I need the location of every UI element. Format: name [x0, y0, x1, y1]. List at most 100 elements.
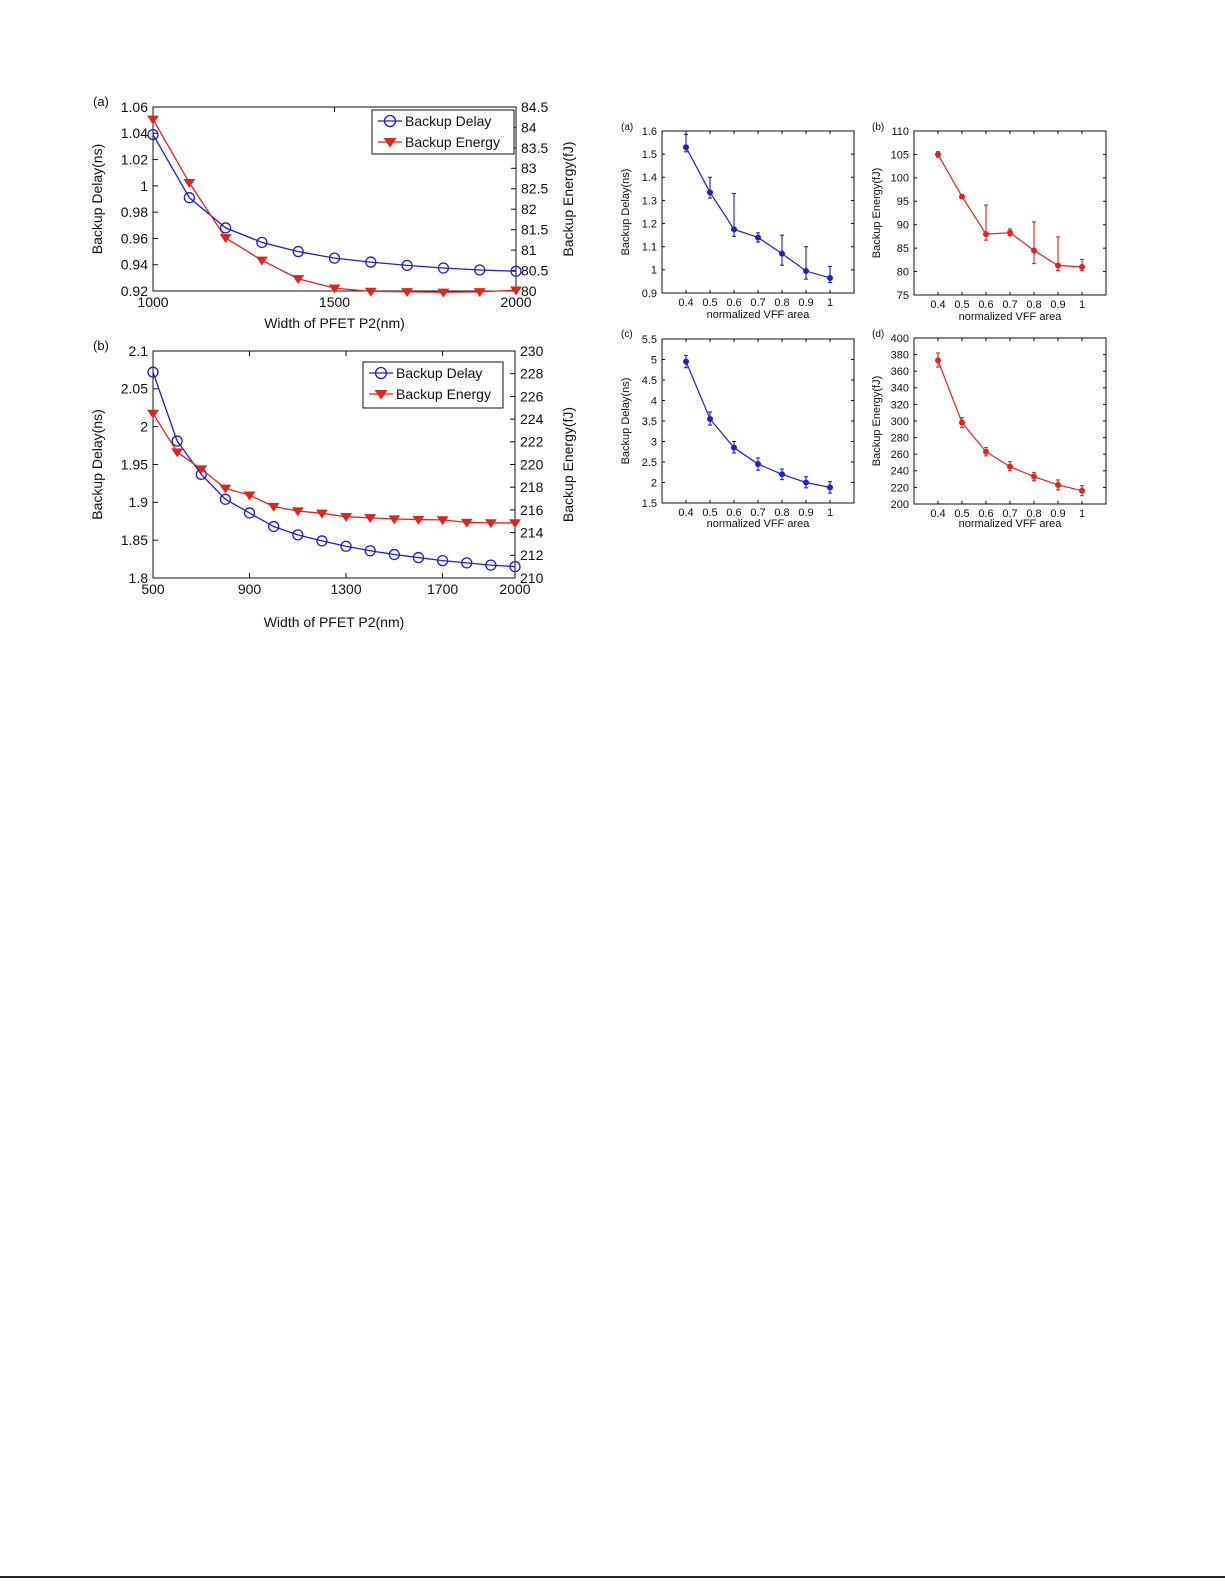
- y-tick-label: 4: [651, 395, 657, 407]
- x-tick-label: 0.8: [774, 507, 789, 519]
- data-point: [1079, 487, 1085, 494]
- y-tick-label: 2: [651, 477, 657, 489]
- data-point: [707, 189, 713, 196]
- data-point: [510, 286, 522, 296]
- data-point: [401, 288, 414, 298]
- data-point: [340, 540, 352, 552]
- legend-label: Backup Delay: [405, 113, 491, 129]
- series-line: [152, 371, 516, 568]
- y-tick-label: 200: [891, 499, 909, 511]
- page-bottom-rule: [0, 1576, 1225, 1578]
- y-axis-title: Backup Delay(ns): [89, 144, 105, 255]
- data-point: [436, 554, 449, 567]
- y-tick-label: 2: [140, 419, 148, 435]
- series-0: [683, 133, 833, 284]
- x-axis-title: Width of PFET P2(nm): [264, 614, 405, 630]
- y-tick-label: 90: [897, 220, 909, 232]
- x-tick-label: 1000: [137, 294, 168, 310]
- data-point: [328, 252, 341, 264]
- data-point: [315, 509, 328, 519]
- x-axis-title: normalized VFF area: [959, 518, 1063, 530]
- data-point: [437, 288, 450, 298]
- y-right-tick-label: 80.5: [521, 262, 548, 278]
- x-tick-label: 0.6: [726, 507, 741, 519]
- data-point: [412, 551, 425, 564]
- x-tick-label: 1: [827, 507, 833, 519]
- data-point: [147, 128, 159, 141]
- x-tick-label: 0.8: [1026, 299, 1041, 311]
- y-tick-label: 2.05: [121, 381, 148, 397]
- y-tick-label: 0.96: [121, 230, 148, 246]
- legend: Backup Delay Backup Energy: [362, 361, 504, 409]
- x-tick-label: 0.4: [930, 508, 945, 520]
- data-point: [219, 493, 232, 505]
- data-point: [485, 559, 497, 571]
- data-point: [255, 256, 268, 266]
- y-tick-label: 100: [891, 173, 909, 185]
- x-axis-title: normalized VFF area: [707, 518, 811, 530]
- data-point: [959, 193, 965, 200]
- y-tick-label: 320: [891, 399, 909, 411]
- series-backup-delay: [147, 366, 521, 573]
- y-tick-label: 1.9: [129, 494, 149, 510]
- panel-label: (a): [93, 94, 109, 109]
- y-tick-label: 110: [891, 126, 909, 138]
- y-tick-label: 80: [897, 266, 909, 278]
- data-point: [365, 256, 377, 268]
- y-tick-label: 300: [891, 416, 909, 428]
- x-tick-label: 0.7: [1002, 508, 1017, 520]
- data-point: [1031, 473, 1037, 480]
- y-tick-label: 0.9: [642, 288, 657, 300]
- data-point: [292, 245, 304, 258]
- data-point: [1007, 229, 1013, 236]
- data-point: [268, 520, 280, 533]
- y-right-tick-label: 218: [520, 479, 544, 495]
- y-tick-label: 5.5: [642, 334, 657, 346]
- data-point: [401, 259, 413, 272]
- data-point: [364, 287, 377, 297]
- legend-label: Backup Energy: [405, 134, 500, 150]
- legend-label: Backup Energy: [396, 386, 491, 402]
- y-right-tick-label: 80: [521, 283, 537, 299]
- y-right-tick-label: 82: [521, 201, 537, 217]
- series-line: [152, 413, 515, 524]
- y-right-tick-label: 83: [521, 160, 537, 176]
- series-0: [935, 151, 1085, 272]
- x-tick-label: 1: [827, 297, 833, 309]
- series-line: [685, 146, 831, 279]
- y-tick-label: 1.5: [642, 498, 657, 510]
- x-tick-label: 0.8: [774, 297, 789, 309]
- y-right-tick-label: 220: [520, 456, 544, 472]
- data-point: [219, 234, 232, 244]
- data-point: [983, 231, 989, 238]
- plot-frame: [913, 337, 1107, 505]
- data-point: [364, 545, 376, 557]
- x-tick-label: 0.6: [978, 299, 993, 311]
- y-right-tick-label: 214: [520, 525, 544, 541]
- data-point: [473, 288, 486, 298]
- data-point: [292, 275, 305, 284]
- data-point: [291, 507, 304, 517]
- chart-right-c: 0.4 0.5 0.6 0.7 0.8 0.9 1 1.5 2 2.5 3 3.5 4 4.5 5 5.5 no…: [620, 329, 855, 530]
- legend-swatch-marker: [383, 138, 397, 148]
- y-right-tick-label: 84: [521, 119, 537, 135]
- y-tick-label: 85: [897, 243, 909, 255]
- y-tick-label: 5: [651, 354, 657, 366]
- series-backup-delay: [147, 128, 522, 277]
- y-tick-label: 220: [891, 482, 909, 494]
- legend-box: [371, 109, 515, 155]
- y-tick-label: 2.5: [642, 457, 657, 469]
- y-right-tick-label: 84.5: [521, 99, 548, 115]
- y-right-tick-label: 228: [520, 366, 544, 382]
- data-point: [474, 264, 486, 276]
- y-right-tick-label: 224: [520, 411, 544, 427]
- y-right-tick-label: 226: [520, 388, 544, 404]
- data-point: [707, 415, 713, 422]
- y-tick-label: 1.4: [642, 172, 657, 184]
- data-point: [460, 518, 473, 528]
- data-point: [1079, 263, 1085, 270]
- data-point: [755, 234, 761, 241]
- x-tick-label: 0.7: [1002, 299, 1017, 311]
- x-tick-label: 0.6: [726, 297, 741, 309]
- y-right-tick-label: 81.5: [521, 222, 548, 238]
